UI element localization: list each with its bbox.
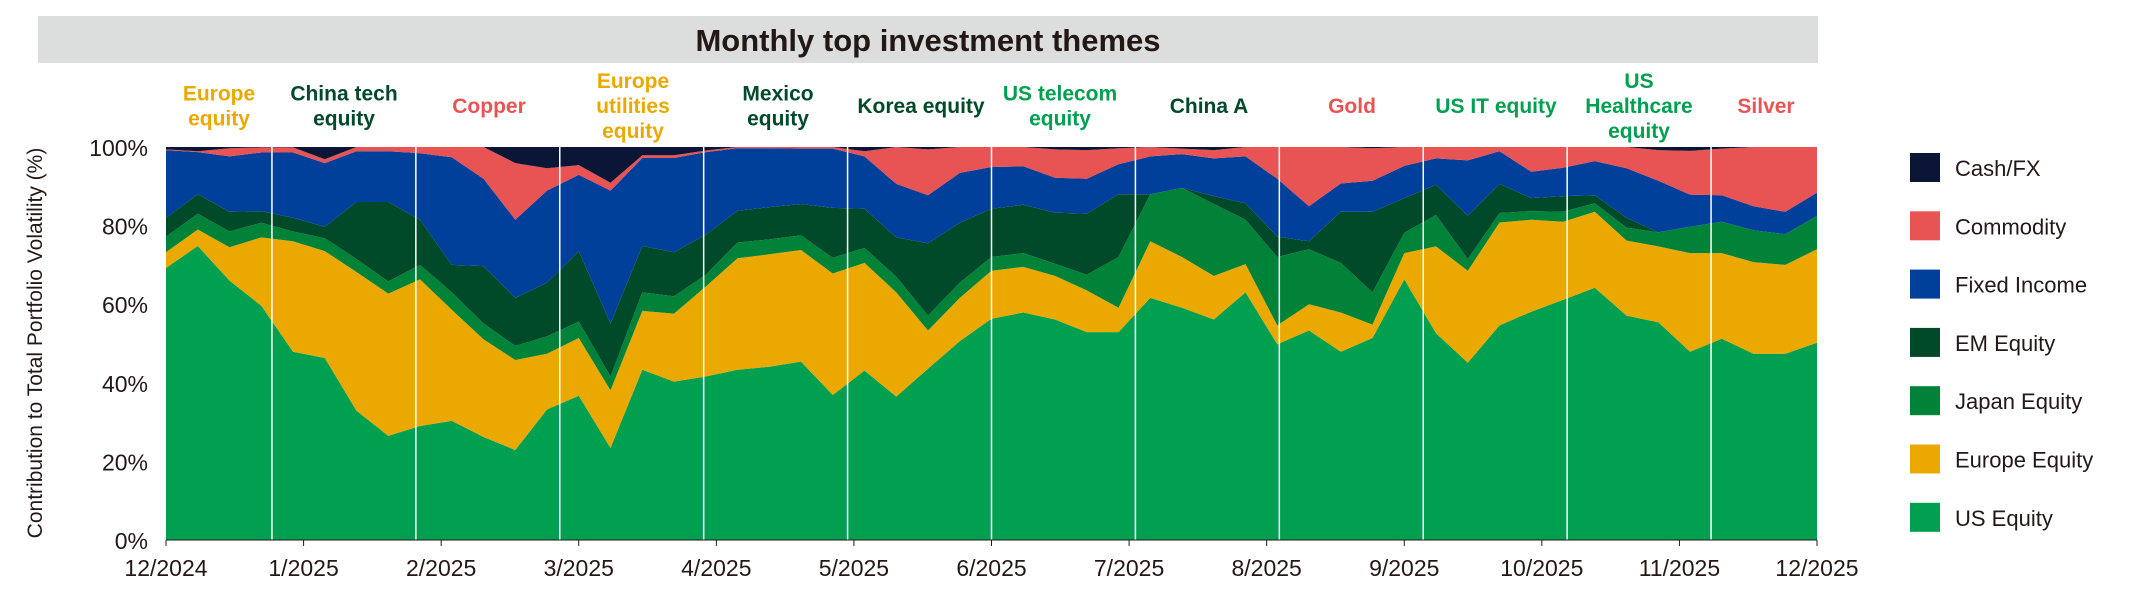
legend-item: US Equity <box>1910 502 2053 532</box>
theme-label: US telecom equity <box>1003 83 1117 131</box>
legend-item: EM Equity <box>1910 327 2055 357</box>
legend-item: Europe Equity <box>1910 444 2093 474</box>
theme-label-line: equity <box>313 108 375 131</box>
y-axis-title: Contribution to Total Portfolio Volatili… <box>24 148 47 539</box>
theme-label-line: China A <box>1170 95 1249 118</box>
legend-item: Cash/FX <box>1910 153 2041 182</box>
theme-label-line: equity <box>747 108 809 131</box>
legend-label: US Equity <box>1955 506 2053 531</box>
y-tick-label: 40% <box>102 371 148 397</box>
legend-item: Fixed Income <box>1910 269 2087 299</box>
theme-label: Europe equity <box>183 83 255 131</box>
theme-label: Copper <box>452 95 526 118</box>
theme-label-line: US <box>1624 70 1653 93</box>
theme-label: US IT equity <box>1435 95 1557 118</box>
x-tick-label: 3/2025 <box>544 555 614 581</box>
theme-label: Mexico equity <box>742 83 813 131</box>
x-tick-label: 1/2025 <box>268 555 338 581</box>
theme-label-line: equity <box>1029 108 1091 131</box>
legend-swatch <box>1910 444 1940 474</box>
legend-swatch <box>1910 386 1940 416</box>
x-tick-label: 10/2025 <box>1500 555 1583 581</box>
theme-label-line: China tech <box>290 83 397 106</box>
legend-label: Commodity <box>1955 214 2066 239</box>
theme-label-line: Korea equity <box>857 95 985 118</box>
x-tick-label: 11/2025 <box>1639 555 1720 581</box>
theme-label-line: utilities <box>596 95 670 118</box>
legend-swatch <box>1910 153 1940 182</box>
x-tick-label: 4/2025 <box>681 555 751 581</box>
theme-label-line: Healthcare <box>1585 95 1692 118</box>
theme-label: China A <box>1170 95 1249 118</box>
theme-label-line: Europe <box>183 83 255 106</box>
theme-label-line: equity <box>188 108 250 131</box>
x-tick-label: 5/2025 <box>819 555 889 581</box>
title-bar <box>38 16 1818 63</box>
y-tick-label: 0% <box>115 528 148 554</box>
legend-label: Japan Equity <box>1955 389 2082 414</box>
theme-label-line: Copper <box>452 95 526 118</box>
theme-label-line: equity <box>602 120 664 143</box>
theme-label: US Healthcare equity <box>1585 70 1692 143</box>
area-cash-fx <box>166 147 1817 183</box>
theme-label: Europe utilities equity <box>596 70 670 143</box>
theme-label-line: Europe <box>597 70 669 93</box>
legend-swatch <box>1910 327 1940 357</box>
theme-label-line: US IT equity <box>1435 95 1557 118</box>
y-tick-label: 20% <box>102 449 148 475</box>
area-fixed-income <box>166 148 1817 324</box>
legend-swatch <box>1910 502 1940 532</box>
theme-label: Silver <box>1737 95 1794 118</box>
theme-label: Gold <box>1328 95 1376 118</box>
x-tick-label: 12/2024 <box>124 555 207 581</box>
legend-label: Europe Equity <box>1955 448 2093 473</box>
area-japan-equity <box>166 187 1817 391</box>
area-commodity <box>166 147 1817 220</box>
x-tick-label: 8/2025 <box>1231 555 1301 581</box>
legend-label: Cash/FX <box>1955 156 2041 181</box>
legend-label: EM Equity <box>1955 331 2055 356</box>
theme-label-line: equity <box>1608 120 1670 143</box>
chart-title: Monthly top investment themes <box>695 23 1160 58</box>
theme-label: Korea equity <box>857 95 985 118</box>
x-tick-label: 12/2025 <box>1775 555 1858 581</box>
legend-label: Fixed Income <box>1955 273 2087 298</box>
y-tick-label: 100% <box>89 135 148 161</box>
legend-item: Commodity <box>1910 211 2066 241</box>
y-tick-label: 60% <box>102 292 148 318</box>
theme-label: China tech equity <box>290 83 397 131</box>
area-europe-equity <box>166 211 1817 450</box>
x-tick-label: 2/2025 <box>406 555 476 581</box>
theme-label-line: Silver <box>1737 95 1794 118</box>
theme-label-line: Gold <box>1328 95 1376 118</box>
theme-label-line: Mexico <box>742 83 813 106</box>
area-em-equity <box>166 183 1817 377</box>
month-separators <box>271 147 1712 540</box>
legend-swatch <box>1910 269 1940 299</box>
x-tick-label: 9/2025 <box>1369 555 1439 581</box>
y-axis: 0% 20% 40% 60% 80% 100% <box>89 135 148 554</box>
x-tick-label: 6/2025 <box>956 555 1026 581</box>
legend-item: Japan Equity <box>1910 386 2082 416</box>
x-axis: 12/2024 1/2025 2/2025 3/2025 4/2025 5/2025 6/2… <box>124 539 1859 581</box>
x-tick-label: 7/2025 <box>1094 555 1164 581</box>
y-tick-label: 80% <box>102 214 148 240</box>
legend: Cash/FX Commodity Fixed Income EM Equity Jap… <box>1910 153 2093 532</box>
theme-label-line: US telecom <box>1003 83 1117 106</box>
legend-swatch <box>1910 211 1940 241</box>
